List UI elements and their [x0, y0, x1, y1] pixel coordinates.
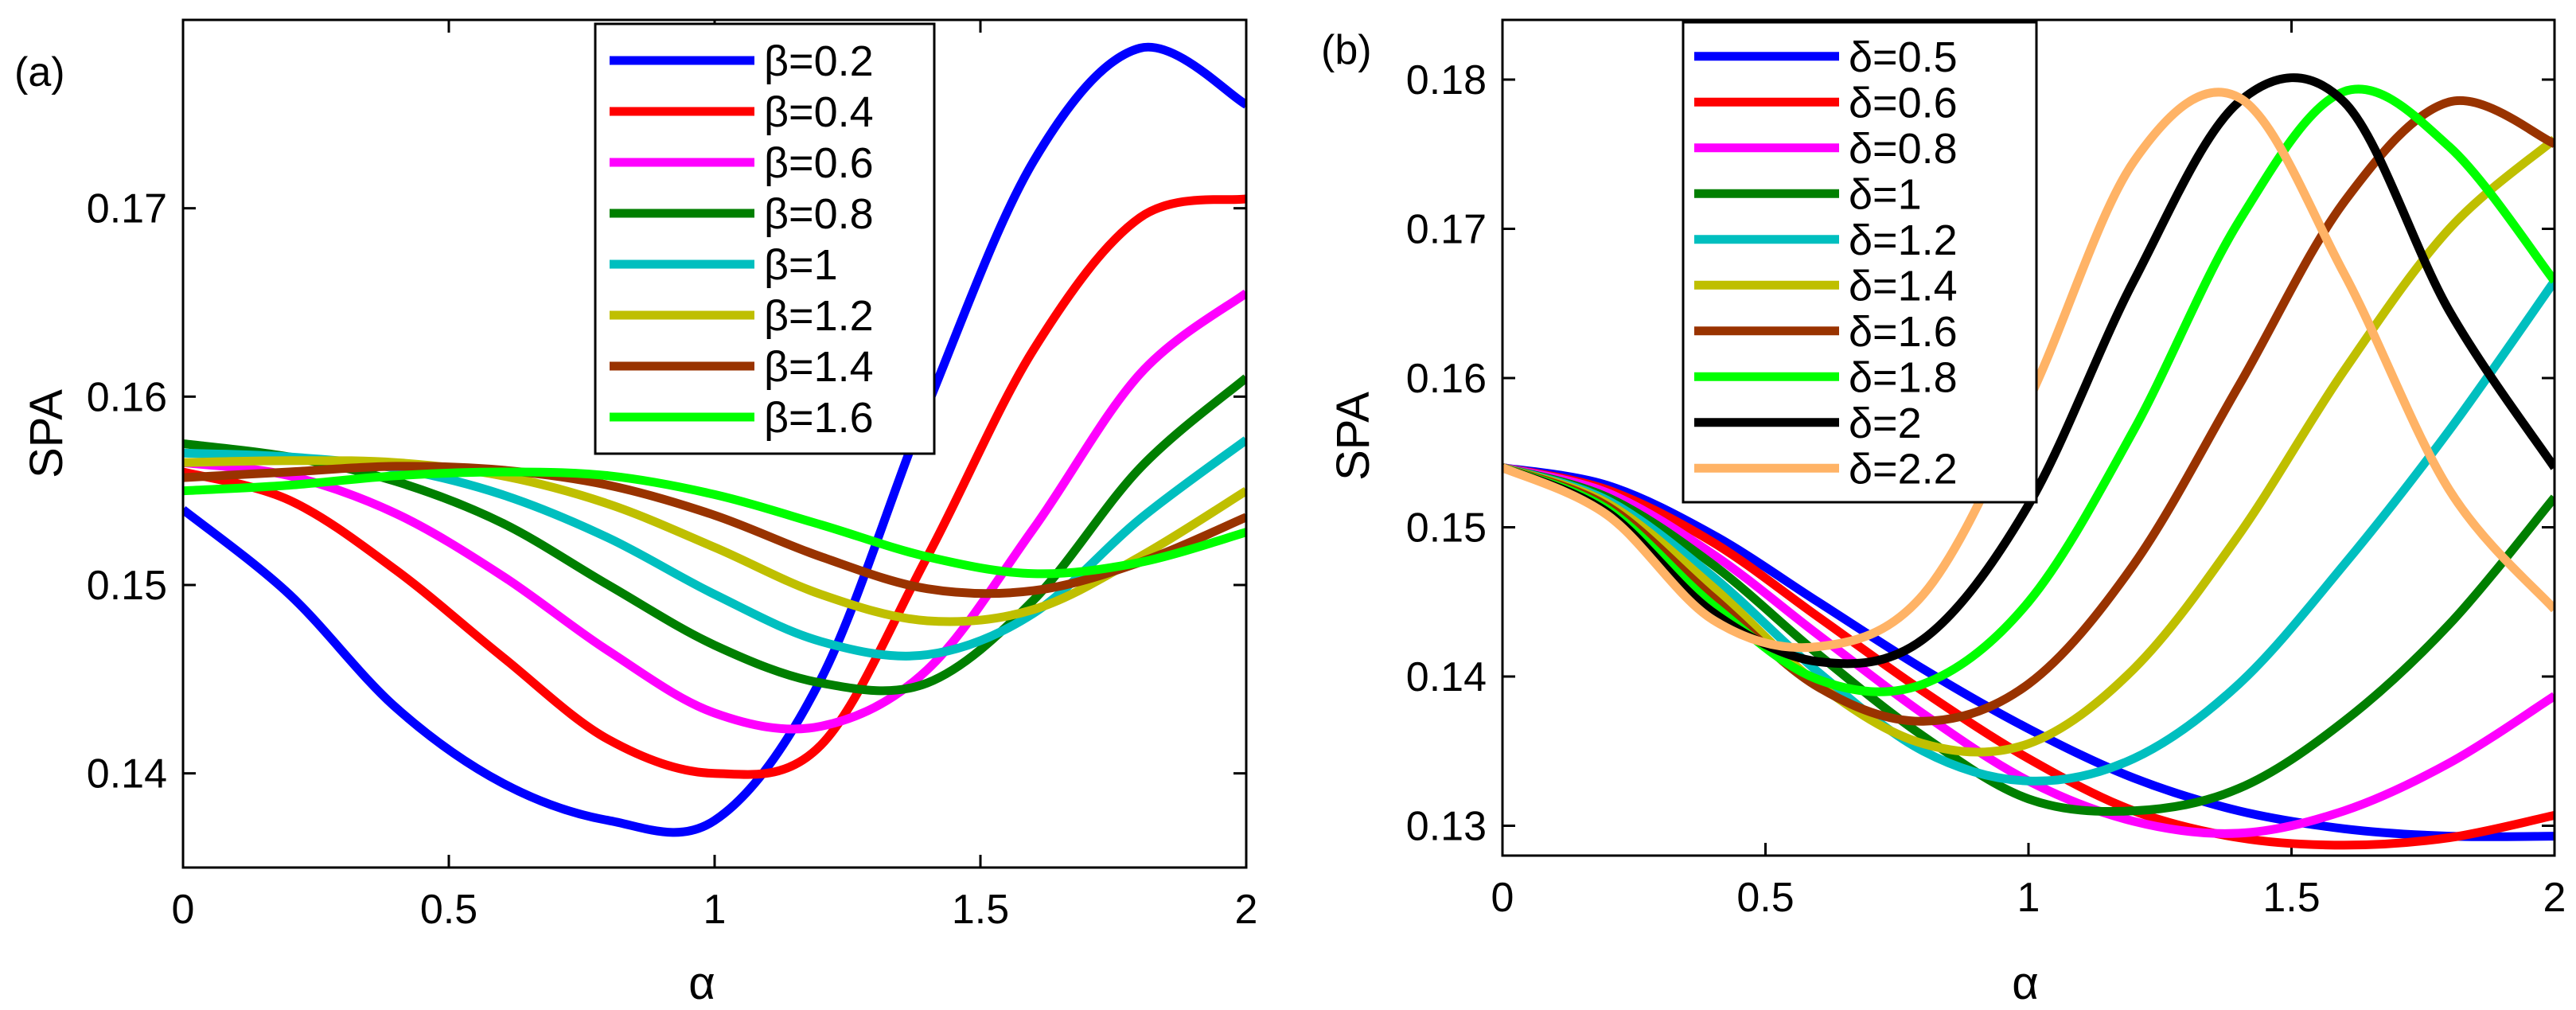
series-line-8 [183, 467, 1246, 579]
series-line-2 [183, 194, 1246, 779]
x-tick-label: 1 [2017, 875, 2040, 921]
series-line-8 [1502, 84, 2555, 696]
panel-b-ticks: 0 0.5 1 1.5 2 0.13 0.14 0.15 0.16 0.17 0.18 [1406, 20, 2566, 921]
legend-label: β=1.4 [764, 343, 874, 391]
y-tick-label: 0.13 [1406, 804, 1487, 850]
legend-label: δ=0.5 [1849, 33, 1958, 81]
series-line-1 [1502, 463, 2555, 841]
panel-a-ticks: 0 0.5 1 1.5 2 0.14 0.15 0.16 0.17 [87, 20, 1258, 933]
legend-label: δ=2 [1849, 400, 1922, 447]
x-tick-label: 2 [2543, 875, 2566, 921]
y-tick-label: 0.16 [1406, 356, 1487, 402]
series-line-5 [1502, 278, 2555, 786]
panel-b-y-axis-title: SPA [1327, 392, 1379, 481]
legend-box [594, 22, 936, 455]
legend-label: δ=1 [1849, 170, 1922, 218]
panel-a-legend: β=0.2β=0.4β=0.6β=0.8β=1β=1.2β=1.4β=1.6 [594, 22, 936, 455]
panel-a-y-axis-title: SPA [21, 389, 72, 478]
panel-a-axes-box [181, 18, 1248, 869]
series-line-3 [183, 289, 1246, 734]
panel-b-x-axis-title: α [2012, 957, 2039, 1009]
panel-b-axes-box [1501, 18, 2556, 857]
legend-label: δ=0.6 [1849, 79, 1958, 127]
series-line-9 [1502, 73, 2555, 669]
x-tick-label: 1.5 [2262, 875, 2320, 921]
y-tick-label: 0.18 [1406, 57, 1487, 103]
legend-label: β=0.8 [764, 190, 874, 238]
x-tick-label: 0.5 [420, 887, 477, 933]
x-tick-label: 0 [172, 887, 195, 933]
series-line-7 [1502, 96, 2555, 726]
y-tick-label: 0.14 [87, 751, 167, 797]
legend-label: δ=0.8 [1849, 125, 1958, 173]
legend-label: β=0.4 [764, 88, 874, 136]
y-tick-label: 0.15 [1406, 505, 1487, 552]
legend-label: δ=1.8 [1849, 353, 1958, 401]
panel-a-label: (a) [14, 49, 65, 96]
series-group [1502, 73, 2555, 850]
x-tick-label: 1 [703, 887, 727, 933]
series-line-6 [1502, 135, 2555, 757]
x-tick-label: 0.5 [1736, 875, 1794, 921]
legend-label: β=0.6 [764, 139, 874, 187]
series-line-2 [1502, 463, 2555, 850]
legend-label: β=1.2 [764, 292, 874, 340]
y-tick-label: 0.15 [87, 563, 167, 609]
panel-b-plot-lines [1502, 73, 2555, 850]
y-tick-label: 0.17 [87, 186, 167, 232]
panel-a-x-axis-title: α [688, 957, 715, 1009]
panel-b-label: (b) [1321, 27, 1372, 73]
panel-a-plot-lines [183, 42, 1246, 837]
legend-label: β=0.2 [764, 37, 874, 85]
legend-label: β=1 [764, 241, 838, 289]
chart-panel-b: (b) SPA α 0 0.5 1 1.5 20.130.140.150.160.170… [1321, 18, 2566, 1009]
y-tick-label: 0.14 [1406, 654, 1487, 700]
chart-panel-a: (a) SPA α 0 0.5 1 1.5 2 0.14 0.15 0.16 0.17 β=0.… [14, 18, 1258, 1009]
series-group [183, 42, 1246, 837]
series-line-7 [183, 462, 1246, 599]
legend-label: δ=1.6 [1849, 308, 1958, 356]
y-tick-label: 0.17 [1406, 207, 1487, 253]
series-line-4 [1502, 463, 2555, 817]
x-tick-label: 1.5 [952, 887, 1009, 933]
legend-label: δ=1.4 [1849, 262, 1958, 310]
panel-b-legend: δ=0.5δ=0.6δ=0.8δ=1δ=1.2δ=1.4δ=1.6δ=1.8δ=… [1682, 21, 2038, 504]
legend-label: δ=2.2 [1849, 445, 1958, 493]
y-tick-label: 0.16 [87, 374, 167, 420]
x-tick-label: 2 [1235, 887, 1258, 933]
legend-label: β=1.6 [764, 394, 874, 442]
series-line-6 [183, 456, 1246, 626]
series-line-10 [1502, 88, 2555, 653]
legend-label: δ=1.2 [1849, 216, 1958, 264]
x-tick-label: 0 [1491, 875, 1514, 921]
